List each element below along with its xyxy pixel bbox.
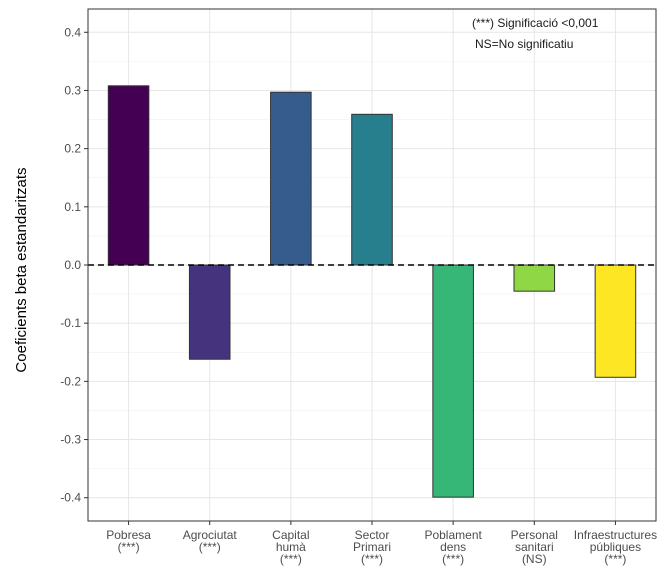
x-tick-label-line: sanitari [515, 540, 554, 554]
annotation-significance: (***) Significació <0,001 [472, 16, 599, 30]
x-tick-label-line: Personal [511, 528, 558, 542]
y-tick-label: 0.4 [64, 25, 81, 39]
bar-0 [107, 85, 150, 266]
x-tick-label-line: Poblament [424, 528, 482, 542]
x-tick-label: Poblament dens (***) [424, 528, 482, 566]
y-tick-label: -0.2 [60, 374, 81, 388]
x-tick-label-line: públiques [590, 540, 641, 554]
x-tick-label-line: (***) [199, 540, 221, 554]
x-tick-label-line: humà [276, 540, 306, 554]
x-tick-label-line: (***) [118, 540, 140, 554]
x-tick-label-line: Primari [353, 540, 391, 554]
x-tick-label-line: (***) [280, 552, 302, 566]
x-tick-label: Sector Primari (***) [353, 528, 391, 566]
bar-4 [432, 264, 474, 498]
y-tick-label: 0.2 [64, 142, 81, 156]
y-tick-label: 0.1 [64, 200, 81, 214]
x-tick-label-line: Pobresa [106, 528, 151, 542]
y-axis-label: Coeficients beta estandaritzats [13, 167, 30, 372]
x-tick-label-line: Infraestructures [574, 528, 657, 542]
bar-1 [188, 264, 231, 360]
x-tick-label-line: (NS) [522, 552, 547, 566]
bar-2 [270, 91, 312, 266]
y-axis: -0.4 -0.3 -0.2 -0.1 0.0 0.1 0.2 0.3 0.4 [60, 25, 88, 505]
y-tick-label: -0.3 [60, 433, 81, 447]
x-tick-label-line: (***) [442, 552, 464, 566]
x-tick-label-line: (***) [361, 552, 383, 566]
x-tick-label: Infraestructures públiques (***) [574, 528, 657, 566]
annotation-ns: NS=No significatiu [475, 37, 573, 51]
x-tick-label-line: Sector [355, 528, 390, 542]
x-tick-label: Capital humà (***) [272, 528, 309, 566]
y-tick-label: -0.4 [60, 491, 81, 505]
y-tick-label: -0.1 [60, 316, 81, 330]
bar-5 [513, 264, 556, 292]
x-axis: Pobresa (***)Agrociutat (***)Capital humà (*… [106, 521, 657, 566]
bar-3 [351, 113, 393, 266]
x-tick-label-line: dens [440, 540, 466, 554]
x-tick-label-line: (***) [604, 552, 626, 566]
x-tick-label: Pobresa (***) [106, 528, 151, 554]
x-tick-label-line: Agrociutat [183, 528, 238, 542]
y-tick-label: 0.3 [64, 83, 81, 97]
bar-6 [594, 264, 637, 378]
bars [107, 85, 637, 498]
x-tick-label-line: Capital [272, 528, 309, 542]
x-tick-label: Agrociutat (***) [183, 528, 238, 554]
y-tick-label: 0.0 [64, 258, 81, 272]
x-tick-label: Personal sanitari (NS) [511, 528, 558, 566]
